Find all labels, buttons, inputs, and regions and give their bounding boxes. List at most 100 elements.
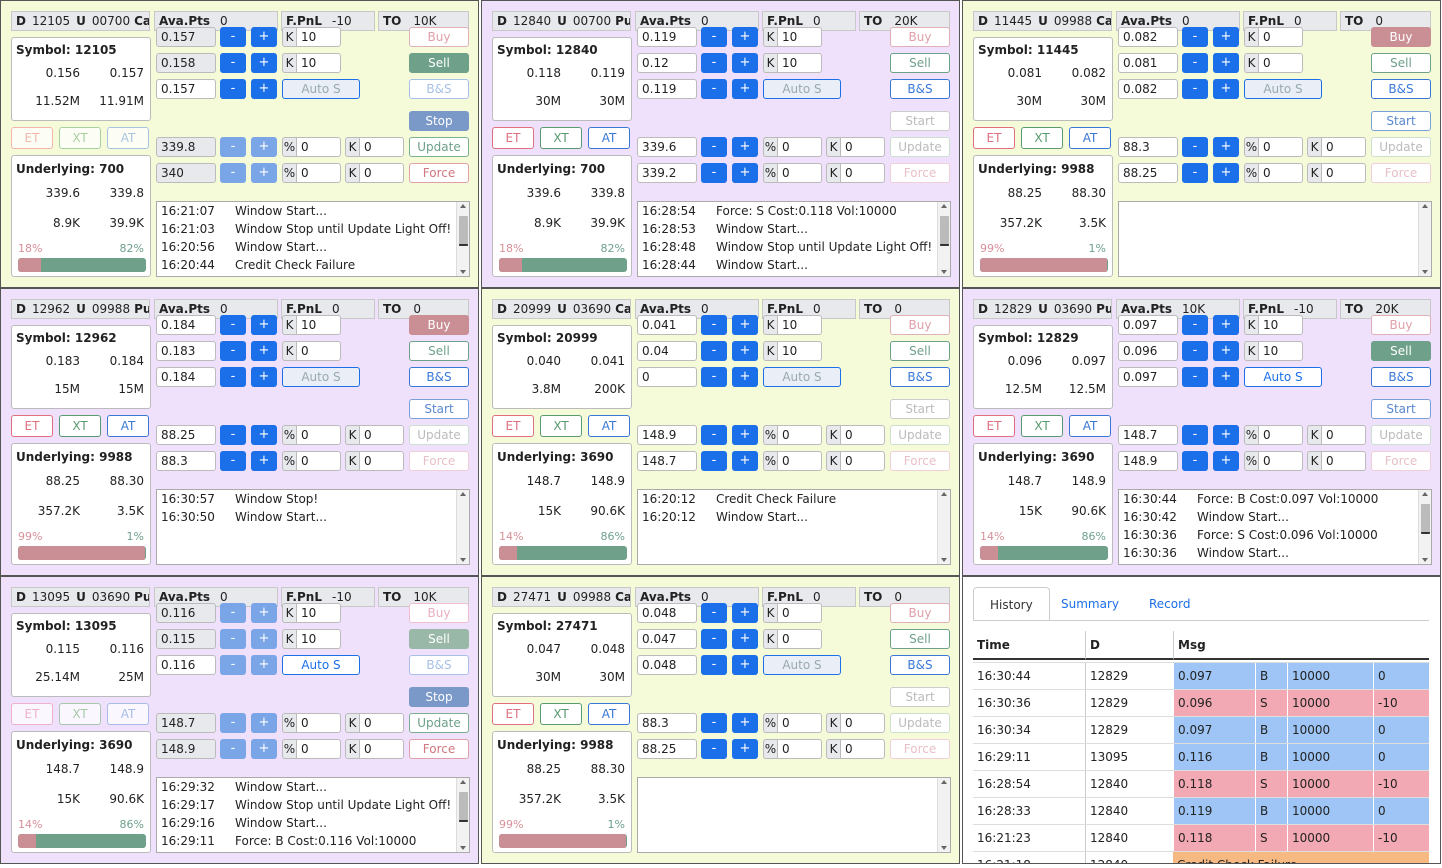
percent-input[interactable]: 0 <box>1258 425 1303 445</box>
buy-button[interactable]: Buy <box>890 603 950 623</box>
percent-input[interactable]: 0 <box>777 163 822 183</box>
buy-and-sell-button[interactable]: B&S <box>890 655 950 675</box>
scroll-down-icon[interactable] <box>1422 558 1428 562</box>
order-price-input[interactable]: 0.04 <box>637 341 697 361</box>
increase-price-button[interactable]: + <box>1213 315 1239 335</box>
k-input[interactable]: 10 <box>296 53 341 73</box>
decrease-underlying-button[interactable]: - <box>1182 163 1208 183</box>
decrease-price-button[interactable]: - <box>1182 53 1208 73</box>
update-button[interactable]: Update <box>409 137 469 157</box>
increase-price-button[interactable]: + <box>732 629 758 649</box>
start-stop-button[interactable]: Start <box>1371 399 1431 419</box>
buy-and-sell-button[interactable]: B&S <box>890 367 950 387</box>
toggle-xt[interactable]: XT <box>1021 415 1063 437</box>
increase-price-button[interactable]: + <box>732 341 758 361</box>
toggle-et[interactable]: ET <box>11 415 53 437</box>
k-input[interactable]: 0 <box>777 629 822 649</box>
k-input[interactable]: 10 <box>1258 315 1303 335</box>
buy-and-sell-button[interactable]: B&S <box>1371 367 1431 387</box>
toggle-et[interactable]: ET <box>11 127 53 149</box>
toggle-at[interactable]: AT <box>107 415 149 437</box>
underlying-price-input[interactable]: 88.25 <box>156 425 216 445</box>
percent-input[interactable]: 0 <box>777 739 822 759</box>
auto-sell-button[interactable]: Auto S <box>1244 367 1322 387</box>
buy-and-sell-button[interactable]: B&S <box>409 367 469 387</box>
increase-price-button[interactable]: + <box>251 79 277 99</box>
update-button[interactable]: Update <box>1371 425 1431 445</box>
force-button[interactable]: Force <box>409 163 469 183</box>
decrease-underlying-button[interactable]: - <box>701 425 727 445</box>
k-input[interactable]: 10 <box>296 629 341 649</box>
increase-underlying-button[interactable]: + <box>251 451 277 471</box>
scroll-down-icon[interactable] <box>941 846 947 850</box>
increase-underlying-button[interactable]: + <box>251 739 277 759</box>
k-input[interactable]: 10 <box>296 603 341 623</box>
percent-input[interactable]: 0 <box>296 163 341 183</box>
order-price-input[interactable]: 0.096 <box>1118 341 1178 361</box>
buy-button[interactable]: Buy <box>890 315 950 335</box>
increase-price-button[interactable]: + <box>732 315 758 335</box>
underlying-price-input[interactable]: 148.7 <box>156 713 216 733</box>
start-stop-button[interactable]: Start <box>409 399 469 419</box>
toggle-xt[interactable]: XT <box>59 415 101 437</box>
toggle-et[interactable]: ET <box>11 703 53 725</box>
start-stop-button[interactable]: Start <box>890 687 950 707</box>
percent-input[interactable]: 0 <box>296 713 341 733</box>
table-row[interactable]: 16:30:44 12829 0.097 B 10000 0 <box>973 662 1429 689</box>
increase-price-button[interactable]: + <box>732 367 758 387</box>
event-log[interactable]: 16:30:57 Window Stop! 16:30:50 Window Start… <box>156 489 470 565</box>
k-input[interactable]: 10 <box>777 315 822 335</box>
increase-price-button[interactable]: + <box>251 341 277 361</box>
order-price-input[interactable]: 0.115 <box>156 629 216 649</box>
table-row[interactable]: 16:21:23 12840 0.118 S 10000 -10 <box>973 824 1429 851</box>
increase-underlying-button[interactable]: + <box>1213 137 1239 157</box>
scroll-down-icon[interactable] <box>460 846 466 850</box>
toggle-xt[interactable]: XT <box>540 415 582 437</box>
increase-underlying-button[interactable]: + <box>251 163 277 183</box>
increase-underlying-button[interactable]: + <box>251 713 277 733</box>
order-price-input[interactable]: 0.184 <box>156 315 216 335</box>
update-button[interactable]: Update <box>890 425 950 445</box>
scroll-up-icon[interactable] <box>460 780 466 784</box>
decrease-price-button[interactable]: - <box>701 629 727 649</box>
percent-input[interactable]: 0 <box>296 451 341 471</box>
underlying-price-input[interactable]: 148.7 <box>637 451 697 471</box>
increase-underlying-button[interactable]: + <box>732 739 758 759</box>
buy-button[interactable]: Buy <box>409 27 469 47</box>
event-log[interactable]: 16:28:54 Force: S Cost:0.118 Vol:10000 16:… <box>637 201 951 277</box>
tab-record[interactable]: Record <box>1149 597 1191 611</box>
order-price-input[interactable]: 0 <box>637 367 697 387</box>
order-price-input[interactable]: 0.157 <box>156 27 216 47</box>
event-log[interactable]: 16:29:32 Window Start... 16:29:17 Window St… <box>156 777 470 853</box>
scroll-thumb[interactable] <box>459 216 468 246</box>
order-price-input[interactable]: 0.119 <box>637 27 697 47</box>
sell-button[interactable]: Sell <box>890 629 950 649</box>
underlying-price-input[interactable]: 88.3 <box>637 713 697 733</box>
underlying-k-input[interactable]: 0 <box>840 739 885 759</box>
order-price-input[interactable]: 0.097 <box>1118 315 1178 335</box>
start-stop-button[interactable]: Start <box>890 399 950 419</box>
increase-price-button[interactable]: + <box>732 603 758 623</box>
k-input[interactable]: 10 <box>296 315 341 335</box>
order-price-input[interactable]: 0.12 <box>637 53 697 73</box>
log-scrollbar[interactable] <box>456 202 469 276</box>
underlying-k-input[interactable]: 0 <box>1321 451 1366 471</box>
increase-underlying-button[interactable]: + <box>732 713 758 733</box>
update-button[interactable]: Update <box>1371 137 1431 157</box>
decrease-price-button[interactable]: - <box>701 341 727 361</box>
increase-price-button[interactable]: + <box>732 655 758 675</box>
buy-and-sell-button[interactable]: B&S <box>409 79 469 99</box>
auto-sell-button[interactable]: Auto S <box>282 367 360 387</box>
decrease-underlying-button[interactable]: - <box>220 137 246 157</box>
increase-price-button[interactable]: + <box>251 315 277 335</box>
percent-input[interactable]: 0 <box>777 713 822 733</box>
event-log[interactable]: 16:21:07 Window Start... 16:21:03 Window St… <box>156 201 470 277</box>
decrease-price-button[interactable]: - <box>1182 315 1208 335</box>
decrease-underlying-button[interactable]: - <box>701 137 727 157</box>
increase-price-button[interactable]: + <box>732 79 758 99</box>
underlying-price-input[interactable]: 148.9 <box>1118 451 1178 471</box>
k-input[interactable]: 10 <box>777 53 822 73</box>
update-button[interactable]: Update <box>409 425 469 445</box>
underlying-k-input[interactable]: 0 <box>359 163 404 183</box>
sell-button[interactable]: Sell <box>409 629 469 649</box>
